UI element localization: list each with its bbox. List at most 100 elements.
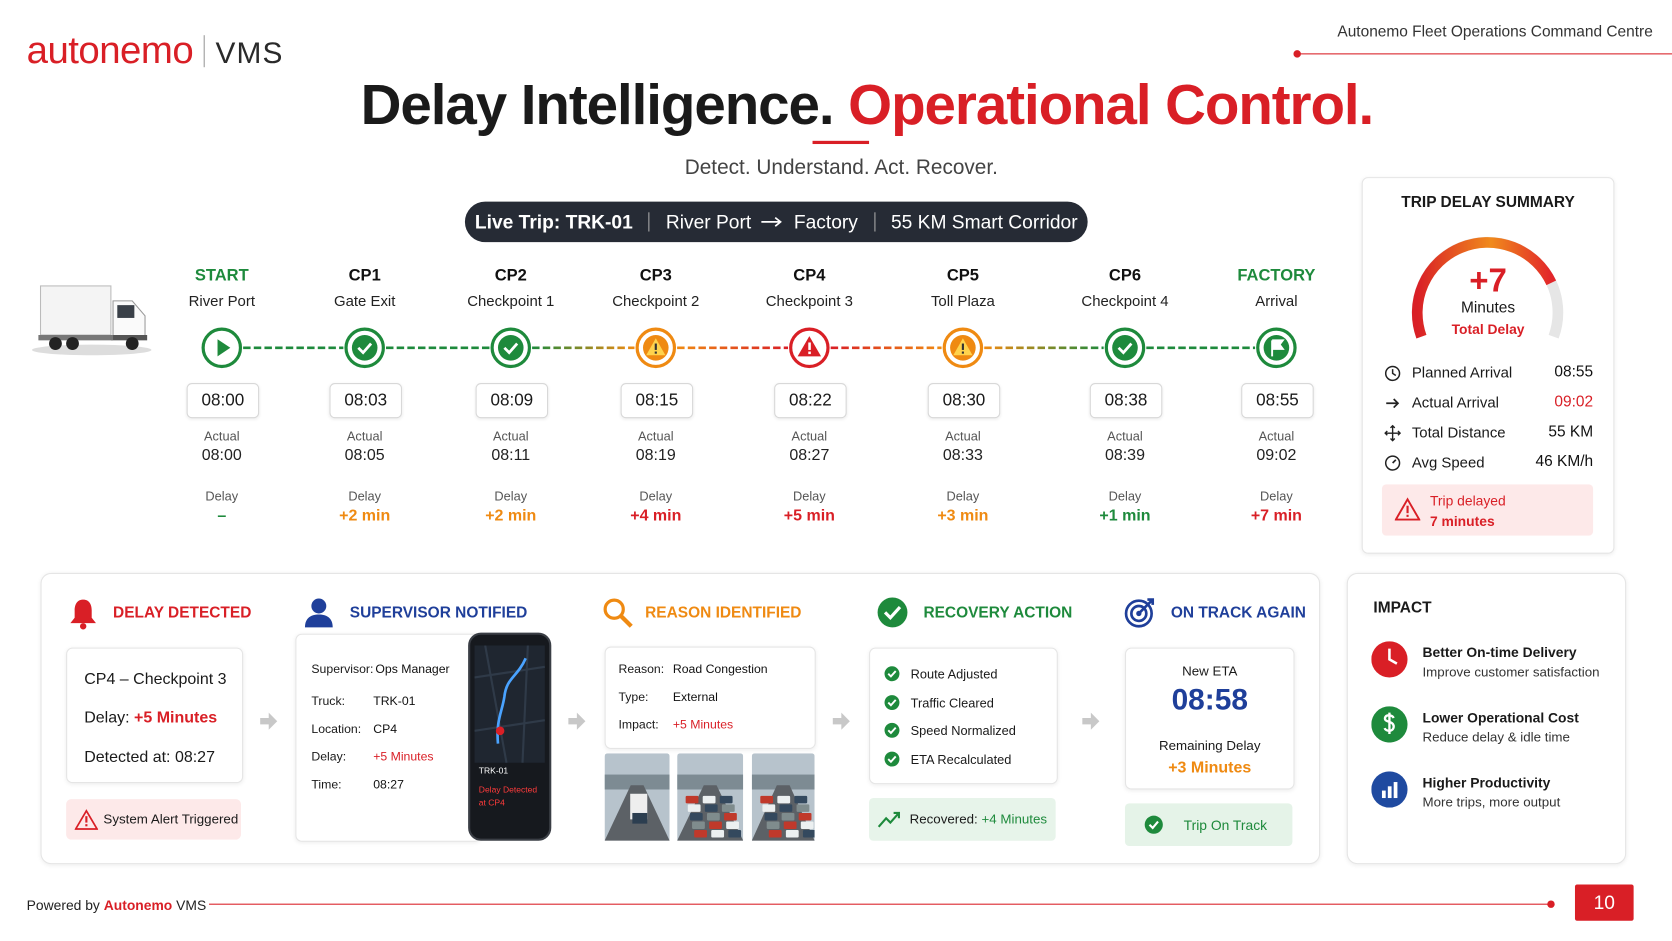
- detected-location: CP4 – Checkpoint 3: [84, 670, 227, 689]
- icon-part: [884, 694, 900, 710]
- check-icon: [884, 722, 900, 743]
- step-icon: [303, 596, 335, 635]
- step-arrow: [832, 711, 851, 738]
- icon-part: [496, 657, 527, 744]
- actual-label: Actual: [204, 428, 240, 444]
- icon-part: [677, 753, 744, 841]
- icon-part: [832, 712, 850, 730]
- icon-part: [794, 795, 808, 804]
- icon-part: [110, 335, 148, 341]
- delay-value: +1 min: [1099, 506, 1151, 525]
- impact-item-desc: Improve customer satisfaction: [1422, 664, 1600, 680]
- icon-part: [1386, 398, 1400, 409]
- icon-part: [789, 327, 830, 369]
- icon-part: [1384, 455, 1401, 471]
- impact-icon: [1371, 641, 1408, 683]
- icon-part: [719, 795, 733, 804]
- on-track-box: Trip On Track: [1124, 803, 1293, 847]
- checkpoint: FACTORY Arrival 08:55 Actual 09:02 Delay +7 mi…: [1202, 267, 1351, 534]
- eta-value: 08:58: [1171, 682, 1248, 716]
- checkpoint: CP1 Gate Exit 08:03 Actual 08:05 Delay +2 min: [290, 267, 439, 534]
- impact-item-desc: Reduce delay & idle time: [1422, 729, 1570, 745]
- label: Recovered:: [909, 811, 978, 827]
- field-label: Delay:: [311, 751, 347, 764]
- icon-part: [884, 666, 900, 682]
- icon-part: [1386, 398, 1400, 409]
- summary-value: 08:55: [1554, 363, 1594, 381]
- summary-alert: Trip delayed 7 minutes: [1381, 484, 1594, 536]
- icon-part: [654, 343, 657, 350]
- icon-part: [260, 712, 278, 730]
- step-title: RECOVERY ACTION: [923, 604, 1073, 622]
- row-icon: [1384, 454, 1401, 476]
- icon-part: [503, 342, 519, 355]
- checkpoint-name: Arrival: [1255, 292, 1298, 310]
- delay-label: Delay: [792, 488, 826, 504]
- summary-label: Planned Arrival: [1411, 363, 1513, 381]
- label: Detected at:: [84, 747, 171, 767]
- planned-time: 08:09: [475, 383, 549, 419]
- field-label: Type:: [618, 691, 649, 705]
- checkpoint-name: Checkpoint 2: [612, 292, 700, 310]
- icon-part: [702, 795, 716, 804]
- icon-part: [38, 335, 114, 341]
- icon-part: [49, 337, 62, 350]
- actual-label: Actual: [346, 428, 383, 444]
- icon-part: [474, 645, 545, 763]
- actual-time: 08:33: [942, 445, 983, 465]
- icon-part: [1112, 335, 1138, 361]
- step-arrow: [259, 711, 278, 738]
- corridor: 55 KM Smart Corridor: [890, 211, 1078, 233]
- traffic-photo: [677, 753, 744, 846]
- alert-icon: [74, 809, 99, 836]
- icon-part: [877, 811, 900, 828]
- icon-part: [766, 821, 780, 829]
- step-icon: [67, 596, 99, 635]
- icon-part: [783, 821, 797, 829]
- traffic-photo: [751, 753, 815, 846]
- checkpoint-name: Toll Plaza: [930, 292, 995, 310]
- step-icon: [601, 596, 633, 635]
- field-value: External: [672, 691, 718, 705]
- checkpoint-code: CP4: [793, 266, 826, 285]
- truck: [31, 285, 152, 356]
- checkpoint-status: [489, 326, 532, 374]
- summary-value: 55 KM: [1548, 423, 1594, 441]
- checkpoint-status: [1104, 326, 1147, 374]
- recovered-text: Recovered: +4 Minutes: [910, 812, 1047, 827]
- actual-time: 09:02: [1256, 445, 1297, 465]
- remaining-label: Remaining Delay: [1159, 738, 1261, 754]
- divider: [873, 212, 875, 232]
- checkpoint-status: [200, 326, 243, 374]
- title-accent: Operational Control.: [848, 73, 1374, 137]
- row-icon: [1384, 424, 1402, 447]
- icon-part: [85, 824, 88, 827]
- icon-part: [798, 812, 812, 821]
- planned-time: 08:15: [620, 383, 694, 419]
- icon-part: [1144, 815, 1163, 834]
- actual-label: Actual: [791, 428, 828, 444]
- icon-part: [1271, 339, 1285, 357]
- actual-label: Actual: [1107, 428, 1143, 444]
- arrow-shape: [761, 216, 783, 227]
- route-to: Factory: [793, 211, 858, 233]
- alert-text: 7 minutes: [1429, 513, 1495, 530]
- checkpoint-code: CP3: [639, 266, 672, 285]
- actual-label: Actual: [637, 428, 674, 444]
- check-icon: [884, 694, 900, 715]
- icon-part: [1124, 599, 1153, 628]
- icon-part: [604, 753, 670, 841]
- icon-part: [66, 337, 79, 350]
- phone-alert: Delay Detected at CP4: [478, 785, 538, 808]
- brand-suffix: VMS: [176, 897, 207, 914]
- step-title: ON TRACK AGAIN: [1170, 604, 1306, 622]
- checkpoint-status: [343, 326, 386, 374]
- action-item: Speed Normalized: [910, 723, 1016, 739]
- icon-part: [568, 712, 586, 730]
- powered-by: Powered by: [26, 897, 100, 914]
- icon-part: [1371, 771, 1408, 808]
- icon-part: [351, 335, 378, 361]
- field-value: Road Congestion: [672, 663, 768, 677]
- checkpoint-name: River Port: [188, 292, 255, 310]
- field-value: TRK-01: [373, 695, 416, 709]
